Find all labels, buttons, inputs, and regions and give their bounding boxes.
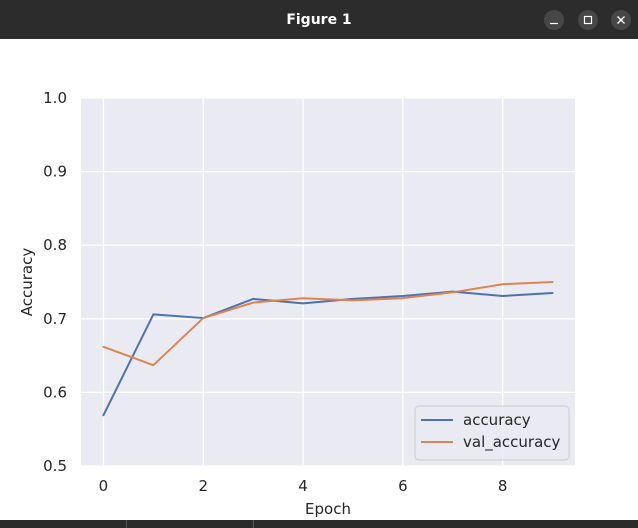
y-tick-label: 0.6 xyxy=(43,383,67,401)
y-tick-label: 0.8 xyxy=(43,236,67,254)
maximize-icon xyxy=(583,15,593,25)
series-line-val-accuracy xyxy=(102,281,554,367)
legend-label: val_accuracy xyxy=(463,433,561,452)
toolbar-strip xyxy=(0,520,638,528)
y-tick-label: 1.0 xyxy=(43,89,67,107)
toolbar-separator xyxy=(253,520,254,528)
title-bar[interactable]: Figure 1 xyxy=(0,0,638,39)
minimize-button[interactable] xyxy=(544,10,564,30)
x-tick-label: 2 xyxy=(198,477,208,495)
toolbar-separator xyxy=(126,520,127,528)
series-line-accuracy xyxy=(102,290,554,417)
close-button[interactable] xyxy=(611,10,631,30)
window-title: Figure 1 xyxy=(286,12,352,28)
maximize-button[interactable] xyxy=(578,10,598,30)
y-tick-label: 0.5 xyxy=(43,457,67,475)
legend-box xyxy=(414,405,570,461)
legend-label: accuracy xyxy=(463,411,531,429)
x-axis-label: Epoch xyxy=(305,500,351,518)
x-tick-label: 6 xyxy=(398,477,408,495)
y-axis-label: Accuracy xyxy=(18,248,36,317)
close-icon xyxy=(617,16,625,24)
x-tick-label: 0 xyxy=(99,477,109,495)
minimize-icon xyxy=(550,22,558,25)
y-tick-label: 0.9 xyxy=(43,163,67,181)
x-tick-label: 8 xyxy=(498,477,508,495)
x-tick-label: 4 xyxy=(298,477,308,495)
plot-area xyxy=(81,98,575,466)
y-tick-label: 0.7 xyxy=(43,310,67,328)
